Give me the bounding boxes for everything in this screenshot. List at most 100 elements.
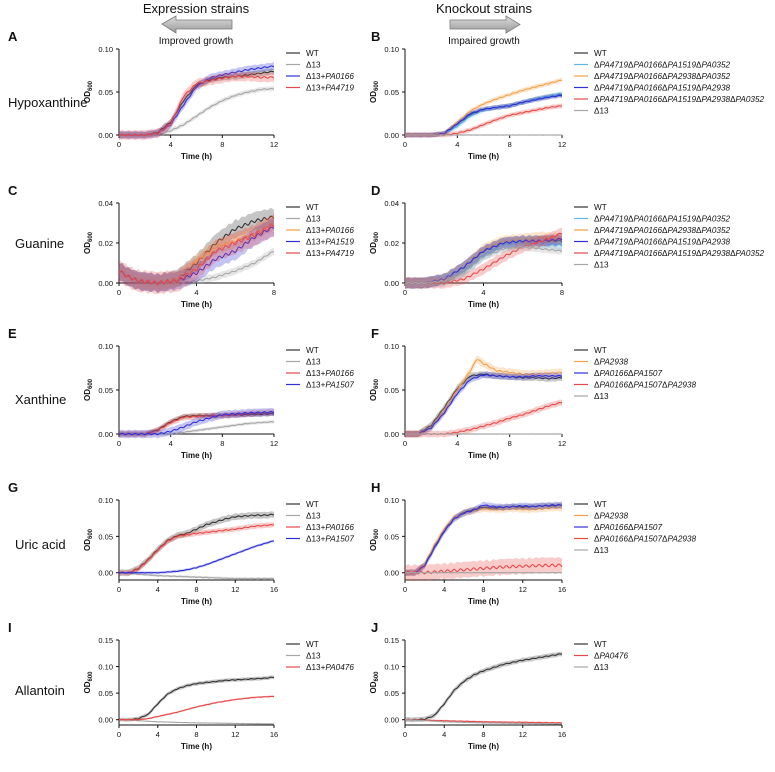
legend-text: Δ — [662, 72, 668, 81]
legend-label-d13: Δ13 — [594, 546, 609, 555]
series-line-dpa0166dpa1507 — [404, 503, 563, 574]
y-tick-label: 0.00 — [384, 131, 399, 140]
legend-gene-name: PA0352 — [702, 215, 731, 224]
y-tick-label: 0.05 — [98, 88, 113, 97]
legend-label-wt: WT — [306, 203, 319, 212]
x-tick-label: 16 — [270, 585, 278, 594]
series-line-d13 — [118, 572, 275, 580]
y-axis-label-subscript: 600 — [374, 80, 380, 91]
panel-letter: H — [371, 480, 380, 495]
legend-label-d13: Δ13 — [594, 392, 609, 401]
y-tick-label: 0.00 — [98, 716, 113, 725]
legend-label-dpa2938: ΔPA2938 — [594, 512, 628, 521]
legend-gene-name: PA0166 — [634, 95, 663, 104]
legend-label-dpa0166dpa1507dpa2938: ΔPA0166ΔPA1507ΔPA2938 — [594, 381, 696, 390]
series-band-d13-plus-pa4719 — [119, 214, 274, 295]
y-tick-label: 0.02 — [384, 239, 399, 248]
series-band-wt — [119, 675, 274, 722]
legend-gene-name: PA0352 — [736, 249, 765, 258]
legend-gene-name: PA2938 — [702, 95, 731, 104]
series-band-d13-plus-pa1519 — [119, 218, 274, 293]
legend-text: Δ — [628, 226, 634, 235]
series-line-dpa0166dpa1507 — [404, 374, 563, 436]
legend-label-d13-plus-pa0166: Δ13+PA0166 — [306, 72, 354, 81]
legend-gene-name: PA4719 — [599, 249, 628, 258]
legend-label-wt: WT — [594, 49, 607, 58]
legend-gene-name: PA0166 — [325, 369, 354, 378]
y-tick-label: 0.10 — [98, 496, 113, 505]
legend-label-dpa4719dpa0166dpa1519dpa0352: ΔPA4719ΔPA0166ΔPA1519ΔPA0352 — [594, 215, 731, 224]
legend-gene-name: PA0166 — [634, 72, 663, 81]
y-tick-label: 0.05 — [384, 386, 399, 395]
panels: A 0.00 0.05 0.10 0 4 8 12 Time (h) OD600 WT Δ13 Δ13+… — [8, 29, 765, 751]
series-band-d13-plus-pa0166 — [119, 215, 274, 291]
x-tick-label: 0 — [117, 288, 121, 297]
x-tick-label: 8 — [194, 585, 198, 594]
legend-text: Δ — [628, 84, 634, 93]
y-tick-label: 0.10 — [384, 663, 399, 672]
y-tick-label: 0.10 — [384, 496, 399, 505]
y-tick-label: 0.05 — [384, 689, 399, 698]
y-axis-label-subscript: 600 — [88, 378, 94, 389]
y-axis-label: OD600 — [369, 378, 380, 401]
legend-label-wt: WT — [306, 346, 319, 355]
y-axis-label: OD600 — [83, 231, 94, 254]
legend-text: Δ — [628, 523, 634, 532]
legend-label-d13: Δ13 — [306, 358, 321, 367]
row-label-allantoin: Allantoin — [15, 683, 65, 698]
legend-text: Δ — [730, 249, 736, 258]
legend-gene-name: PA1507 — [325, 381, 354, 390]
legend-gene-name: PA4719 — [599, 226, 628, 235]
legend-text: WT — [306, 640, 319, 649]
y-tick-label: 0.02 — [98, 239, 113, 248]
legend-gene-name: PA4719 — [325, 249, 354, 258]
x-tick-label: 8 — [481, 730, 485, 739]
legend-text: WT — [594, 49, 607, 58]
x-tick-label: 8 — [194, 730, 198, 739]
legend-text: Δ — [696, 95, 702, 104]
legend-gene-name: PA0476 — [325, 663, 354, 672]
legend-label-d13: Δ13 — [594, 261, 609, 270]
legend-gene-name: PA0166 — [599, 381, 628, 390]
y-tick-label: 0.05 — [384, 532, 399, 541]
legend-text: Δ — [594, 61, 600, 70]
series-band-dpa4719dpa0166dpa1519dpa2938 — [405, 233, 562, 289]
y-axis-label: OD600 — [83, 80, 94, 103]
legend-label-d13-plus-pa4719: Δ13+PA4719 — [306, 84, 354, 93]
series-band-dpa4719dpa0166dpa1519dpa0352 — [405, 237, 562, 289]
legend-text: Δ — [594, 95, 600, 104]
series-line-d13-plus-pa0476 — [118, 695, 275, 721]
panel-i: I 0.00 0.05 0.10 0.15 0 4 8 12 16 Time (h) OD600 WT Δ… — [8, 620, 354, 751]
legend-text: Δ13 — [306, 61, 321, 70]
panel-j: J 0.00 0.05 0.10 0.15 0 4 8 12 16 Time (h) OD600 WT Δ… — [369, 620, 628, 751]
legend-text: Δ — [662, 535, 668, 544]
legend-text: Δ — [628, 72, 634, 81]
x-tick-label: 0 — [117, 140, 121, 149]
x-tick-label: 12 — [558, 140, 566, 149]
legend-text: Δ — [594, 652, 600, 661]
x-tick-label: 16 — [558, 585, 566, 594]
legend-text: Δ — [628, 215, 634, 224]
legend-text: Δ — [662, 226, 668, 235]
legend-text: Δ — [662, 381, 668, 390]
legend-text: Δ13 — [306, 652, 321, 661]
legend-gene-name: PA0166 — [325, 72, 354, 81]
legend-label-d13-plus-pa0166: Δ13+PA0166 — [306, 226, 354, 235]
x-tick-label: 0 — [117, 439, 121, 448]
legend-gene-name: PA2938 — [702, 249, 731, 258]
legend-gene-name: PA1507 — [325, 535, 354, 544]
legend-label-dpa4719dpa0166dpa2938dpa0352: ΔPA4719ΔPA0166ΔPA2938ΔPA0352 — [594, 72, 731, 81]
y-tick-label: 0.00 — [384, 716, 399, 725]
y-tick-label: 0.00 — [384, 430, 399, 439]
legend-label-d13-plus-pa1507: Δ13+PA1507 — [306, 535, 354, 544]
y-tick-label: 0.05 — [384, 88, 399, 97]
x-tick-label: 12 — [270, 140, 278, 149]
x-axis-label: Time (h) — [181, 597, 212, 606]
legend-gene-name: PA2938 — [599, 512, 628, 521]
x-tick-label: 8 — [220, 140, 224, 149]
row-label-hypoxanthine: Hypoxanthine — [8, 95, 88, 110]
legend-text: Δ — [696, 226, 702, 235]
legend-gene-name: PA1507 — [634, 535, 663, 544]
series-band-dpa0166dpa1507 — [405, 501, 562, 577]
legend-label-wt: WT — [594, 640, 607, 649]
